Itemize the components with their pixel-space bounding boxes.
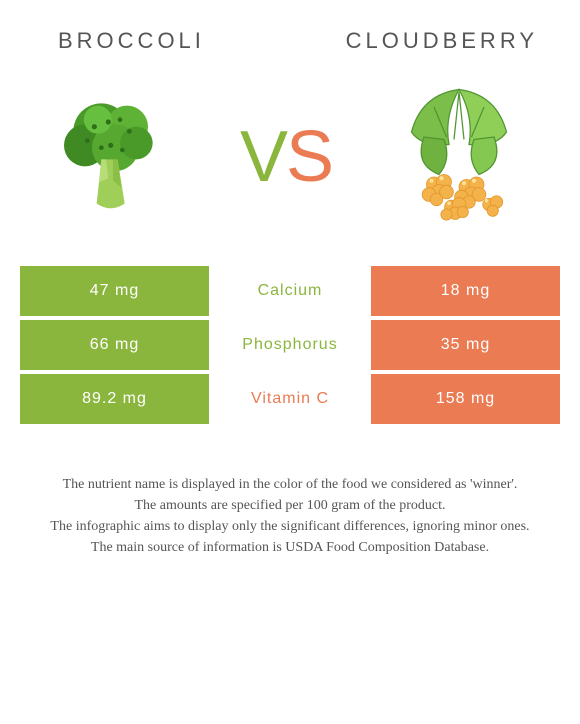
right-value-cell: 158 mg — [371, 374, 560, 424]
nutrient-name-cell: Calcium — [209, 266, 371, 316]
left-food-title: Broccoli — [58, 28, 205, 54]
table-row: 47 mgCalcium18 mg — [20, 266, 560, 316]
left-value-cell: 47 mg — [20, 266, 209, 316]
right-food-title: Cloudberry — [346, 28, 538, 54]
title-row: Broccoli Cloudberry — [20, 28, 560, 54]
nutrient-name-cell: Phosphorus — [209, 320, 371, 370]
right-value-cell: 35 mg — [371, 320, 560, 370]
left-value-cell: 89.2 mg — [20, 374, 209, 424]
vs-s: S — [286, 121, 332, 193]
broccoli-image — [38, 82, 188, 232]
vs-label: V S — [240, 121, 332, 193]
cloudberry-image — [384, 82, 534, 232]
footnote-line: The main source of information is USDA F… — [26, 539, 554, 558]
left-value-cell: 66 mg — [20, 320, 209, 370]
images-row: V S — [20, 54, 560, 262]
footnote-line: The infographic aims to display only the… — [26, 518, 554, 537]
table-row: 89.2 mgVitamin C158 mg — [20, 374, 560, 424]
nutrient-name-cell: Vitamin C — [209, 374, 371, 424]
vs-v: V — [240, 121, 286, 193]
infographic-root: Broccoli Cloudberry — [0, 0, 580, 724]
right-value-cell: 18 mg — [371, 266, 560, 316]
footnotes: The nutrient name is displayed in the co… — [20, 476, 560, 560]
nutrient-table: 47 mgCalcium18 mg66 mgPhosphorus35 mg89.… — [20, 262, 560, 424]
footnote-line: The nutrient name is displayed in the co… — [26, 476, 554, 495]
table-row: 66 mgPhosphorus35 mg — [20, 320, 560, 370]
footnote-line: The amounts are specified per 100 gram o… — [26, 497, 554, 516]
